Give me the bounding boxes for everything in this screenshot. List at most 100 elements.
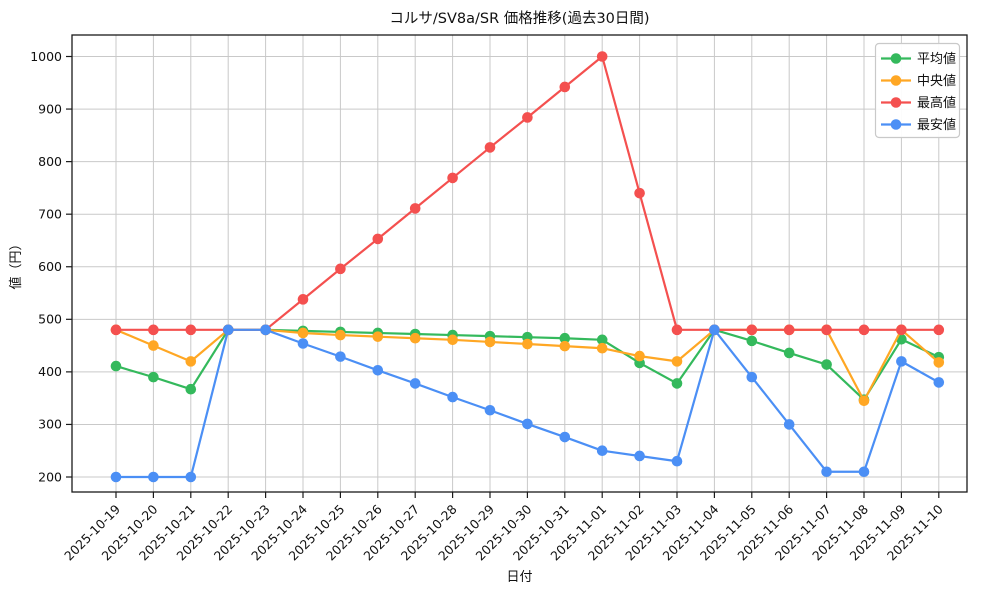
data-point-average	[821, 359, 832, 370]
data-point-highest	[783, 324, 795, 336]
chart-title: コルサ/SV8a/SR 価格推移(過去30日間)	[389, 10, 649, 27]
data-point-highest	[596, 51, 608, 62]
legend-box	[874, 42, 961, 139]
data-point-highest	[335, 263, 346, 275]
data-point-median	[409, 332, 421, 344]
data-point-highest	[896, 324, 907, 336]
axis-layer: 20030040050060070080090010002025-10-1920…	[30, 49, 946, 564]
data-point-highest	[821, 324, 832, 336]
data-point-lowest	[559, 431, 571, 443]
data-point-median	[447, 334, 458, 346]
y-tick-label: 600	[38, 259, 62, 274]
data-point-median	[596, 342, 608, 354]
y-tick-label: 200	[38, 469, 62, 484]
data-point-lowest	[110, 471, 122, 483]
data-point-lowest	[222, 324, 234, 336]
data-point-lowest	[933, 377, 945, 388]
x-axis-label: 日付	[506, 570, 532, 585]
series-layer	[110, 51, 945, 483]
data-point-median	[933, 357, 945, 368]
data-point-lowest	[709, 324, 720, 336]
legend-marker-lowest	[890, 119, 902, 130]
y-tick-label: 400	[38, 364, 62, 379]
legend-entry-lowest: 最安値	[881, 117, 956, 133]
data-point-median	[335, 329, 346, 341]
data-point-lowest	[185, 471, 197, 483]
y-tick-label: 700	[38, 206, 62, 221]
plot-border	[71, 34, 968, 493]
data-point-lowest	[260, 324, 271, 336]
data-point-lowest	[409, 378, 421, 389]
data-point-highest	[746, 324, 758, 336]
data-point-highest	[484, 142, 496, 153]
data-point-highest	[522, 112, 533, 123]
data-point-highest	[447, 172, 458, 184]
grid-layer	[72, 35, 967, 492]
data-point-lowest	[297, 338, 309, 349]
data-point-median	[297, 327, 309, 339]
data-point-highest	[372, 233, 384, 245]
y-axis-label: 値（円）	[8, 237, 24, 289]
data-point-median	[858, 395, 870, 407]
data-point-median	[671, 356, 683, 367]
y-tick-label: 800	[38, 154, 62, 169]
data-point-highest	[634, 187, 645, 199]
legend-label-highest: 最高値	[917, 95, 956, 111]
data-point-median	[634, 350, 645, 362]
y-tick-label: 300	[38, 417, 62, 432]
data-point-lowest	[335, 351, 346, 362]
data-point-highest	[110, 324, 122, 336]
data-point-average	[746, 335, 758, 347]
data-point-highest	[148, 324, 159, 336]
data-point-average	[783, 347, 795, 359]
data-point-lowest	[634, 450, 645, 462]
legend-label-median: 中央値	[917, 73, 956, 89]
data-point-lowest	[896, 356, 907, 367]
data-point-highest	[297, 294, 309, 305]
data-point-median	[484, 336, 496, 348]
legend-label-lowest: 最安値	[917, 117, 956, 133]
data-point-average	[110, 360, 122, 372]
y-tick-label: 1000	[30, 49, 62, 64]
data-point-average	[148, 371, 159, 383]
data-point-lowest	[447, 391, 458, 403]
legend-marker-highest	[890, 97, 902, 108]
data-point-lowest	[746, 371, 758, 383]
data-point-average	[596, 334, 608, 346]
data-point-median	[372, 331, 384, 342]
legend-entry-highest: 最高値	[881, 95, 956, 111]
y-tick-label: 900	[38, 101, 62, 116]
data-point-lowest	[821, 466, 832, 478]
data-point-lowest	[671, 455, 683, 467]
legend-marker-median	[890, 75, 902, 86]
data-point-highest	[858, 324, 870, 336]
data-point-highest	[409, 203, 421, 214]
legend-marker-average	[890, 53, 902, 64]
data-point-highest	[185, 324, 197, 336]
y-tick-label: 500	[38, 312, 62, 327]
legend-entry-median: 中央値	[881, 73, 956, 89]
data-point-lowest	[372, 364, 384, 376]
data-point-average	[671, 378, 683, 389]
data-point-lowest	[484, 404, 496, 416]
data-point-median	[522, 338, 533, 350]
data-point-median	[559, 340, 571, 352]
data-point-average	[185, 383, 197, 395]
data-point-highest	[559, 81, 571, 93]
data-point-average	[559, 332, 571, 344]
data-point-highest	[933, 324, 945, 336]
data-point-lowest	[522, 418, 533, 430]
series-lowest	[110, 324, 945, 483]
legend-label-average: 平均値	[917, 51, 956, 67]
data-point-median	[185, 356, 197, 367]
data-point-lowest	[783, 419, 795, 430]
data-point-lowest	[596, 445, 608, 457]
data-point-highest	[671, 324, 683, 336]
data-point-median	[148, 340, 159, 351]
data-point-lowest	[148, 471, 159, 483]
data-point-lowest	[858, 466, 870, 478]
legend-entry-average: 平均値	[881, 51, 956, 67]
